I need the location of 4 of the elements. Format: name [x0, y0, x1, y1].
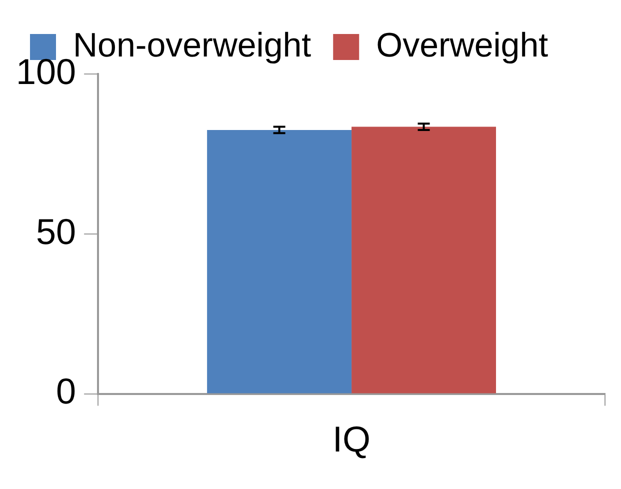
- legend-label: Overweight: [376, 26, 549, 64]
- y-tick-label: 0: [56, 370, 76, 412]
- y-tick-label: 50: [36, 210, 76, 252]
- x-tick-label: IQ: [332, 418, 371, 460]
